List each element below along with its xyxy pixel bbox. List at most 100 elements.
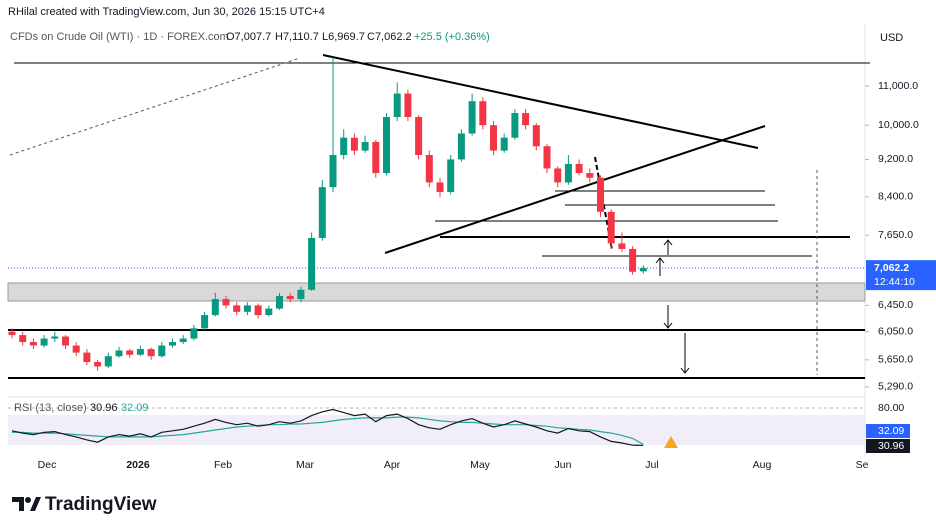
candle-body (500, 137, 508, 151)
candle-body (62, 336, 69, 346)
time-label: Dec (38, 459, 57, 471)
price-label: 11,000.0 (878, 80, 918, 92)
time-label: 2026 (126, 459, 150, 471)
candle-body (29, 342, 37, 346)
candle-body (564, 163, 572, 183)
rsi-value: 30.96 (90, 402, 118, 414)
rsi-band (8, 415, 865, 445)
zone (7, 282, 866, 302)
candle-body (511, 113, 519, 138)
currency: USD (880, 32, 903, 44)
rsi-ma-label: 32.09 (878, 425, 904, 437)
candle-body (233, 305, 241, 312)
candle-body (372, 141, 380, 174)
candle-body (115, 350, 123, 357)
candle-body (543, 146, 551, 169)
candle-body (8, 331, 16, 336)
time-label: Se (856, 459, 869, 471)
logo (12, 497, 41, 511)
price-label: 5,650.0 (878, 354, 913, 366)
warning-icon (664, 436, 678, 448)
time-label: Mar (296, 459, 315, 471)
candle-body (276, 295, 283, 309)
low: L6,969.7 (322, 31, 365, 43)
candle-body (40, 338, 48, 346)
rsi-level-label: 80.00 (878, 402, 904, 414)
candle-body (532, 125, 540, 147)
price-label: 8,400.0 (878, 191, 913, 203)
candle-body (597, 177, 604, 212)
time-label: Jun (555, 459, 572, 471)
drawings (8, 54, 870, 379)
candle-body (393, 93, 401, 118)
price-label: 7,650.0 (878, 229, 913, 241)
time-label: May (470, 459, 491, 471)
rsi-line (11, 408, 644, 446)
countdown: 12:44:10 (874, 276, 915, 288)
candle-body (51, 336, 59, 339)
candle-body (629, 248, 637, 272)
candle-body (222, 299, 230, 306)
candle-body (575, 163, 583, 174)
candle-body (415, 117, 423, 155)
candle-body (254, 305, 262, 316)
symbol: CFDs on Crude Oil (WTI) · 1D · FOREX.com (10, 31, 229, 43)
candle-body (522, 113, 530, 126)
rsi-ma (12, 416, 644, 445)
price-label: 5,290.0 (878, 381, 913, 393)
last-price-box (866, 260, 936, 291)
candle-body (404, 93, 412, 118)
candle-body (83, 352, 91, 363)
candle-body (158, 345, 166, 357)
candle-body (243, 305, 251, 312)
open: O7,007.7 (226, 31, 271, 43)
rsi-ma-box (866, 424, 910, 438)
candle-body (554, 168, 562, 183)
candle-body (479, 101, 487, 126)
candle-body (201, 315, 209, 329)
candle-body (457, 133, 465, 160)
candle-body (94, 362, 102, 367)
candle-body (190, 328, 198, 339)
candle-body (436, 182, 444, 192)
candle-body (361, 141, 369, 151)
candle-body (211, 299, 219, 316)
candle-body (19, 335, 27, 343)
candle-body (286, 295, 294, 300)
last-price: 7,062.2 (874, 262, 909, 274)
candle-body (126, 350, 134, 355)
candle-body (179, 338, 187, 343)
candle-body (350, 137, 358, 151)
candle-body (318, 187, 326, 238)
time-label: Feb (214, 459, 232, 471)
time-label: Jul (645, 459, 658, 471)
change: +25.5 (+0.36%) (414, 31, 490, 43)
price-label: 6,050.0 (878, 325, 913, 337)
candle-body (147, 349, 155, 357)
candle-body (297, 289, 305, 300)
rsi-box (866, 439, 910, 453)
candle-body (586, 173, 594, 178)
candle-body (383, 117, 390, 174)
candle-body (308, 237, 316, 290)
high: H7,110.7 (275, 31, 319, 43)
time-label: Apr (384, 459, 401, 471)
candle-body (468, 101, 476, 134)
candle-body (329, 154, 337, 188)
rsi-ma-value: 32.09 (121, 402, 149, 414)
credit: RHilal created with TradingView.com, Jun… (8, 6, 325, 18)
rsi-label: 30.96 (878, 440, 904, 452)
candle-body (639, 268, 647, 272)
candle-body (340, 137, 348, 155)
candle-body (104, 356, 112, 367)
candle-body (607, 211, 615, 244)
candle-body (490, 125, 497, 151)
candle-body (447, 159, 455, 192)
price-label: 9,200.0 (878, 153, 913, 165)
candle-body (72, 345, 80, 353)
candle-body (425, 154, 433, 183)
candle-body (265, 308, 273, 316)
candle-body (618, 243, 626, 249)
brand: TradingView (45, 494, 157, 515)
